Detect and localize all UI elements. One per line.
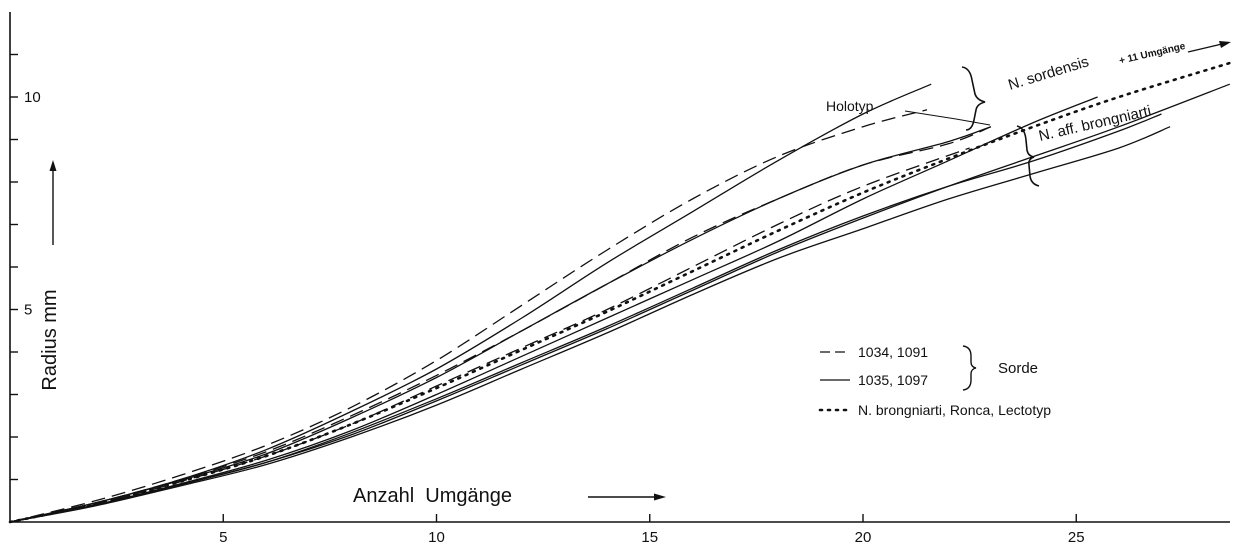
x-axis-label: Anzahl Umgänge bbox=[353, 485, 512, 507]
series-line-solid bbox=[9, 83, 932, 523]
y-axis-arrow bbox=[49, 160, 57, 245]
axis-ticks: 5 10 15 20 25 5 10 bbox=[10, 53, 1085, 546]
x-tick-label: 20 bbox=[855, 529, 872, 546]
legend-label: 1034, 1091 bbox=[858, 344, 928, 360]
annotation-holotyp: Holotyp bbox=[826, 98, 874, 114]
axes bbox=[9, 12, 1230, 523]
x-tick-label: 25 bbox=[1068, 529, 1085, 546]
y-axis-label: Radius mm bbox=[39, 289, 61, 390]
y-tick-label: 10 bbox=[24, 89, 41, 106]
series-line-solid bbox=[9, 126, 992, 523]
series-line-dashed bbox=[9, 126, 992, 523]
annotation-umgaenge: + 11 Umgänge bbox=[1118, 41, 1187, 67]
annotation-n-aff-brongniarti: N. aff. brongniarti bbox=[1037, 103, 1153, 145]
x-axis-arrow bbox=[588, 493, 666, 501]
series-layer bbox=[8, 61, 1232, 524]
series-line-solid bbox=[9, 126, 1171, 523]
holotyp-pointer-line bbox=[904, 110, 991, 126]
sordensis-brace bbox=[961, 66, 986, 131]
y-tick-label: 5 bbox=[24, 302, 32, 319]
legend: 1034, 1091 1035, 1097 N. brongniarti, Ronc… bbox=[818, 344, 1051, 418]
series-line-solid bbox=[9, 113, 1162, 523]
series-line-dotted bbox=[8, 61, 1232, 524]
legend-group-label: Sorde bbox=[998, 360, 1038, 377]
x-tick-label: 10 bbox=[428, 529, 445, 546]
annotation-n-sordensis: N. sordensis bbox=[1006, 53, 1091, 94]
series-line-solid bbox=[9, 83, 1231, 523]
series-line-solid bbox=[9, 96, 1098, 523]
x-tick-label: 15 bbox=[641, 529, 658, 546]
series-line-dashed bbox=[9, 109, 928, 523]
x-tick-label: 5 bbox=[219, 529, 227, 546]
legend-brace bbox=[962, 345, 977, 391]
aff-brongniarti-brace bbox=[1016, 125, 1040, 187]
series-line-dashed bbox=[9, 147, 970, 523]
umgaenge-arrow bbox=[1187, 41, 1231, 53]
legend-label: N. brongniarti, Ronca, Lectotyp bbox=[858, 402, 1051, 418]
legend-label: 1035, 1097 bbox=[858, 372, 928, 388]
